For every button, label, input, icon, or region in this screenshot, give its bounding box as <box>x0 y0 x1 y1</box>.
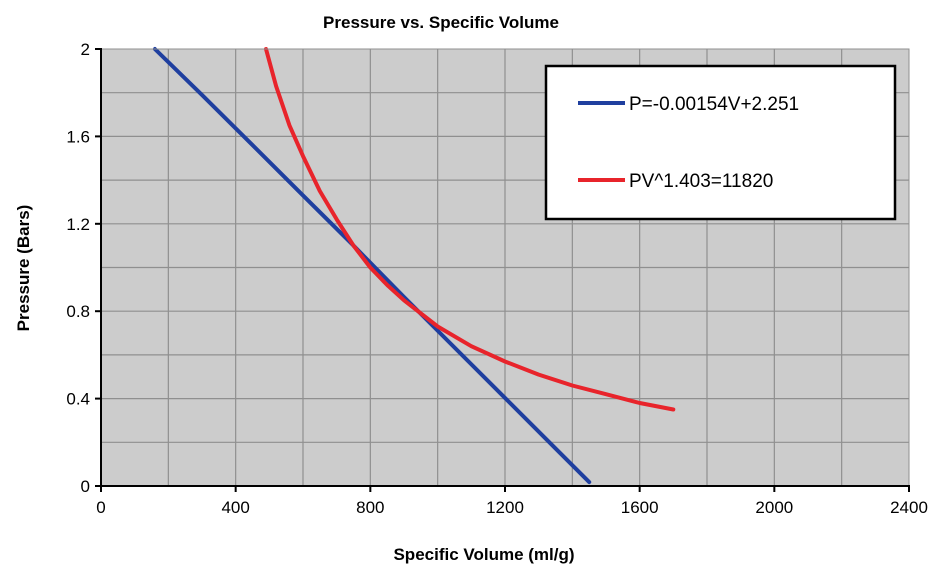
y-axis-title: Pressure (Bars) <box>14 205 33 332</box>
y-tick-label: 0.4 <box>66 390 90 409</box>
series-line-polytropic <box>264 47 676 412</box>
y-tick-label: 1.2 <box>66 215 90 234</box>
tick-labels: 0 400 800 1200 1600 2000 2400 0 0.4 0.8 1.2 1.6 2 <box>66 40 928 517</box>
series-line-linear <box>152 47 592 485</box>
chart-title: Pressure vs. Specific Volume <box>323 13 559 32</box>
legend-label-polytropic: PV^1.403=11820 <box>629 171 773 192</box>
x-tick-label: 0 <box>96 498 105 517</box>
x-tick-label: 2400 <box>890 498 928 517</box>
x-tick-label: 400 <box>221 498 249 517</box>
series-layer <box>152 47 676 485</box>
y-tick-label: 0 <box>81 477 90 496</box>
x-tick-label: 1200 <box>486 498 524 517</box>
x-axis-title: Specific Volume (ml/g) <box>393 545 574 564</box>
x-tick-label: 1600 <box>621 498 659 517</box>
legend: P=-0.00154V+2.251 PV^1.403=11820 <box>544 64 897 221</box>
y-tick-label: 2 <box>81 40 90 59</box>
legend-label-linear: P=-0.00154V+2.251 <box>629 94 799 115</box>
legend-box <box>544 64 897 221</box>
x-tick-label: 2000 <box>755 498 793 517</box>
y-tick-label: 0.8 <box>66 302 90 321</box>
y-tick-label: 1.6 <box>66 127 90 146</box>
x-tick-label: 800 <box>356 498 384 517</box>
